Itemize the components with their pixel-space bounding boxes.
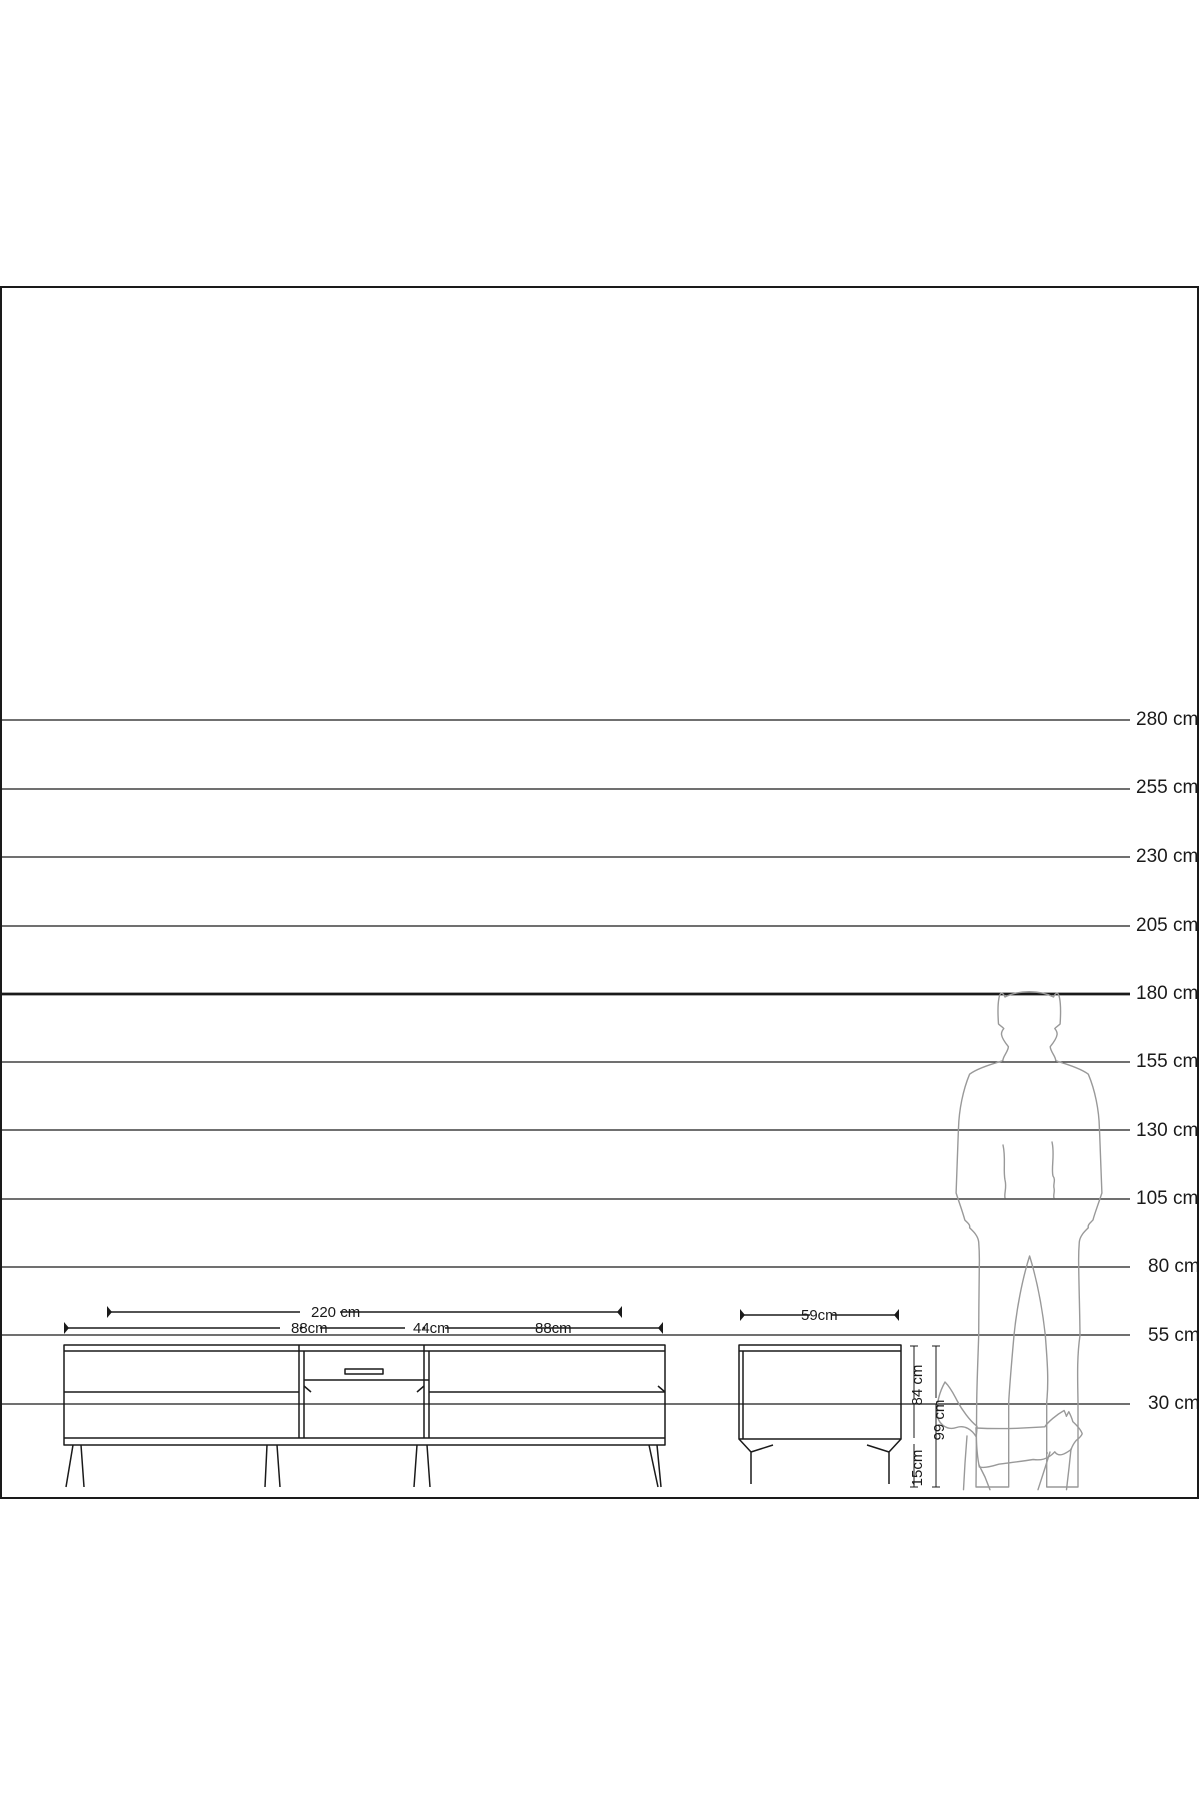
- svg-text:15cm: 15cm: [909, 1450, 926, 1487]
- svg-text:180 cm: 180 cm: [1136, 983, 1198, 1004]
- svg-text:230 cm: 230 cm: [1136, 846, 1198, 867]
- svg-text:220 cm: 220 cm: [311, 1304, 360, 1321]
- svg-text:155 cm: 155 cm: [1136, 1051, 1198, 1072]
- svg-text:255 cm: 255 cm: [1136, 777, 1198, 798]
- svg-text:44cm: 44cm: [413, 1320, 450, 1337]
- svg-text:80 cm: 80 cm: [1148, 1256, 1200, 1277]
- svg-text:55 cm: 55 cm: [1148, 1325, 1200, 1346]
- svg-text:99 cm: 99 cm: [931, 1400, 948, 1441]
- svg-text:105 cm: 105 cm: [1136, 1188, 1198, 1209]
- svg-text:59cm: 59cm: [801, 1307, 838, 1324]
- svg-text:88cm: 88cm: [291, 1320, 328, 1337]
- svg-text:280 cm: 280 cm: [1136, 709, 1198, 730]
- svg-text:130 cm: 130 cm: [1136, 1120, 1198, 1141]
- svg-text:88cm: 88cm: [535, 1320, 572, 1337]
- svg-text:205 cm: 205 cm: [1136, 915, 1198, 936]
- svg-text:84 cm: 84 cm: [909, 1365, 926, 1406]
- svg-text:30 cm: 30 cm: [1148, 1393, 1200, 1414]
